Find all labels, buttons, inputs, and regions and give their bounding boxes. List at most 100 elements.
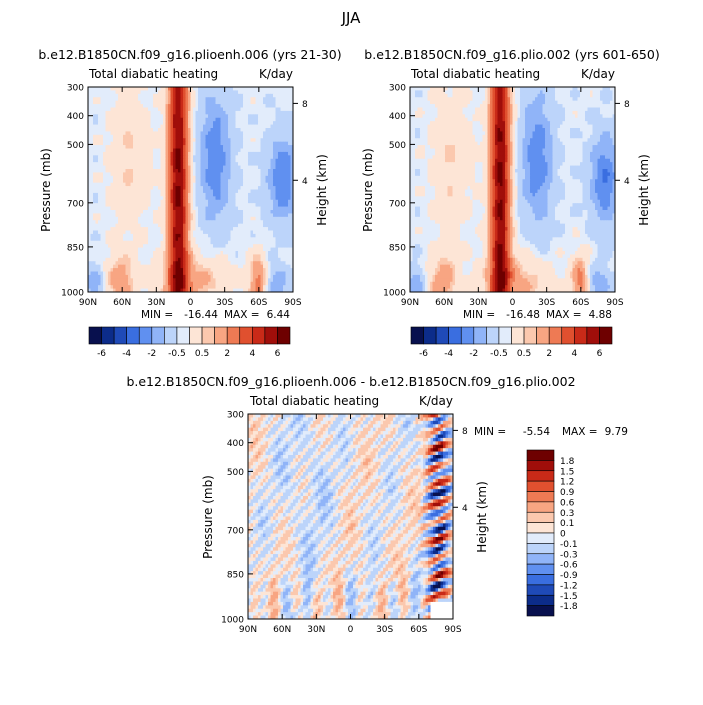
heatmap-cell	[123, 230, 126, 235]
heatmap-cell	[118, 264, 121, 269]
heatmap-cell	[133, 182, 136, 187]
heatmap-cell	[208, 227, 211, 231]
heatmap-cell	[203, 186, 206, 190]
heatmap-cell	[203, 172, 206, 177]
heatmap-cell	[288, 268, 291, 272]
heatmap-cell	[255, 107, 259, 112]
heatmap-cell	[153, 271, 156, 276]
heatmap-cell	[135, 206, 139, 211]
heatmap-cell	[165, 264, 169, 269]
heatmap-cell	[265, 175, 269, 180]
heatmap-cell	[98, 261, 101, 266]
heatmap-cell	[95, 274, 99, 279]
heatmap-cell	[210, 87, 214, 91]
heatmap-cell	[188, 261, 191, 266]
heatmap-cell	[158, 189, 161, 194]
heatmap-cell	[118, 128, 121, 132]
heatmap-cell	[90, 104, 94, 108]
heatmap-cell	[248, 227, 251, 231]
heatmap-cell	[128, 247, 131, 252]
heatmap-cell	[185, 230, 189, 235]
heatmap-cell	[168, 251, 171, 255]
heatmap-cell	[195, 128, 199, 132]
heatmap-cell	[175, 257, 179, 262]
heatmap-cell	[160, 244, 164, 248]
heatmap-cell	[258, 216, 261, 221]
heatmap-cell	[193, 261, 196, 266]
heatmap-cell	[98, 257, 101, 262]
heatmap-cell	[253, 278, 256, 283]
heatmap-cell	[238, 261, 241, 266]
heatmap-cell	[115, 128, 119, 132]
heatmap-cell	[158, 223, 161, 228]
heatmap-cell	[215, 117, 219, 122]
heatmap-cell	[248, 281, 251, 286]
heatmap-cell	[188, 237, 191, 242]
heatmap-cell	[195, 251, 199, 255]
heatmap-cell	[178, 189, 181, 194]
heatmap-cell	[115, 182, 119, 187]
heatmap-cell	[123, 110, 126, 115]
heatmap-cell	[260, 117, 264, 122]
heatmap-cell	[275, 244, 279, 248]
heatmap-cell	[143, 134, 146, 139]
heatmap-cell	[258, 90, 261, 95]
heatmap-cell	[173, 148, 176, 153]
heatmap-cell	[205, 247, 209, 252]
heatmap-cell	[125, 117, 129, 122]
heatmap-cell	[113, 182, 116, 187]
heatmap-cell	[280, 128, 284, 132]
heatmap-cell	[150, 203, 154, 207]
heatmap-cell	[145, 110, 149, 115]
heatmap-cell	[230, 213, 234, 218]
heatmap-cell	[123, 97, 126, 102]
heatmap-cell	[115, 151, 119, 156]
heatmap-cell	[100, 117, 104, 122]
heatmap-cell	[248, 128, 251, 132]
heatmap-cell	[200, 97, 204, 102]
heatmap-cell	[218, 288, 221, 293]
heatmap-cell	[98, 169, 101, 173]
heatmap-cell	[138, 196, 141, 201]
heatmap-cell	[170, 189, 174, 194]
heatmap-cell	[130, 87, 134, 91]
heatmap-cell	[255, 203, 259, 207]
heatmap-cell	[175, 128, 179, 132]
heatmap-cell	[173, 237, 176, 242]
heatmap-cell	[253, 131, 256, 136]
heatmap-cell	[88, 216, 91, 221]
heatmap-cell	[158, 128, 161, 132]
heatmap-cell	[205, 278, 209, 283]
heatmap-cell	[118, 121, 121, 125]
heatmap-cell	[215, 210, 219, 214]
heatmap-cell	[218, 90, 221, 95]
heatmap-cell	[198, 158, 201, 163]
heatmap-cell	[90, 257, 94, 262]
heatmap-cell	[218, 247, 221, 252]
heatmap-cell	[103, 158, 106, 163]
heatmap-cell	[175, 220, 179, 225]
heatmap-cell	[248, 124, 251, 129]
heatmap-cell	[208, 251, 211, 255]
heatmap-cell	[120, 233, 124, 238]
heatmap-cell	[228, 131, 231, 136]
heatmap-cell	[100, 261, 104, 266]
heatmap-cell	[233, 155, 236, 160]
heatmap-cell	[175, 107, 179, 112]
heatmap-cell	[90, 114, 94, 119]
heatmap-cell	[245, 261, 249, 266]
heatmap-cell	[278, 268, 281, 272]
heatmap-cell	[190, 104, 194, 108]
heatmap-cell	[160, 192, 164, 197]
heatmap-cell	[245, 107, 249, 112]
heatmap-cell	[103, 124, 106, 129]
heatmap-cell	[198, 281, 201, 286]
heatmap-cell	[230, 247, 234, 252]
heatmap-cell	[233, 230, 236, 235]
heatmap-cell	[248, 206, 251, 211]
heatmap-cell	[160, 210, 164, 214]
heatmap-cell	[193, 254, 196, 259]
heatmap-cell	[223, 264, 226, 269]
heatmap-cell	[210, 281, 214, 286]
heatmap-cell	[270, 87, 274, 91]
